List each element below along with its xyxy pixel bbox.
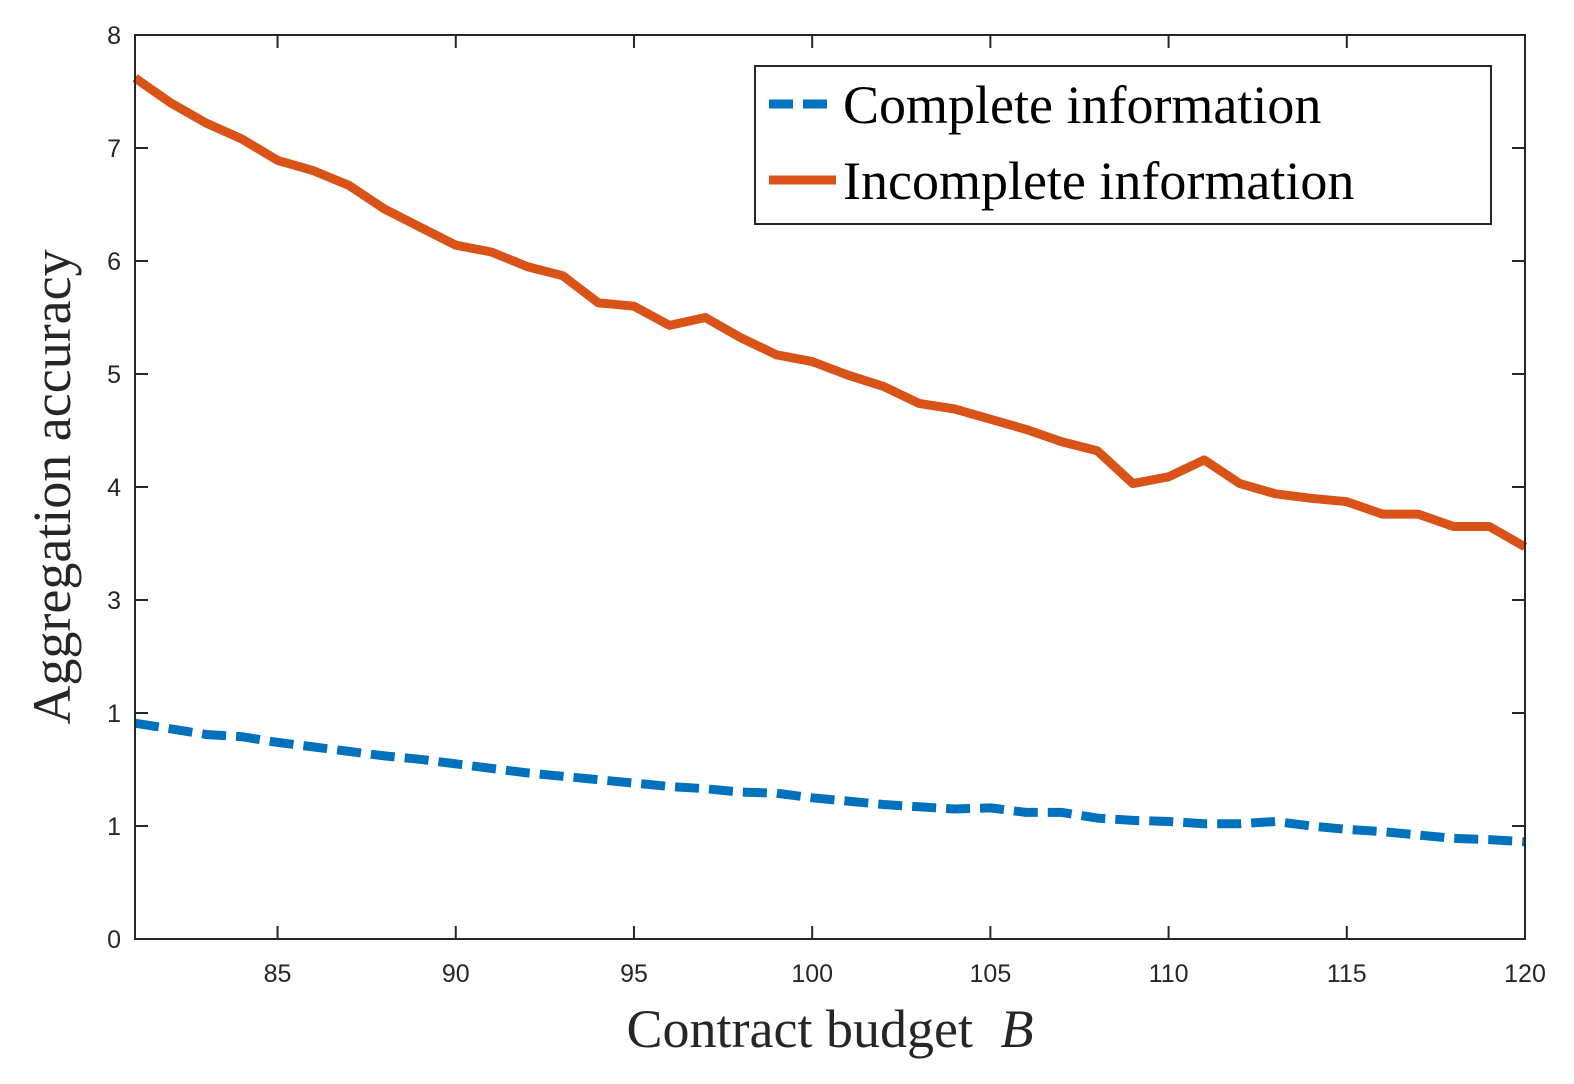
x-axis-title: Contract budget B: [627, 999, 1034, 1059]
legend-label-complete: Complete information: [843, 75, 1321, 135]
x-tick-label: 85: [264, 960, 292, 988]
x-tick-label: 100: [791, 960, 833, 988]
y-tick-label: 7: [107, 135, 121, 163]
legend-box: [754, 65, 1492, 225]
y-tick-label: 8: [107, 22, 121, 50]
x-tick-label: 105: [970, 960, 1012, 988]
x-tick-label: 90: [442, 960, 470, 988]
x-tick-label: 120: [1504, 960, 1546, 988]
x-tick-label: 95: [620, 960, 648, 988]
y-tick-label: 3: [107, 587, 121, 615]
x-tick-label: 110: [1149, 960, 1189, 988]
y-tick-label: 1: [107, 700, 121, 728]
series-line-complete: [134, 718, 1526, 847]
x-axis-title-variable: B: [1000, 999, 1033, 1059]
legend-label-incomplete: Incomplete information: [843, 151, 1354, 211]
y-tick-label: 5: [107, 361, 121, 389]
x-axis-title-text: Contract budget: [627, 999, 973, 1059]
y-tick-label: 1: [107, 813, 121, 841]
tick-layer: 85 90 95 100 105 110 115 120 0 1 1 3 4 5 6 7 8: [107, 22, 1546, 988]
series-line-incomplete: [132, 74, 1528, 551]
y-axis-title: Aggregation accuracy: [22, 249, 82, 724]
x-tick-label: 115: [1327, 960, 1367, 988]
y-tick-label: 6: [107, 248, 121, 276]
y-tick-label: 4: [107, 474, 121, 502]
legend: Complete information Incomplete informat…: [754, 65, 1492, 225]
y-tick-label: 0: [107, 926, 121, 954]
series-layer: [132, 74, 1528, 847]
